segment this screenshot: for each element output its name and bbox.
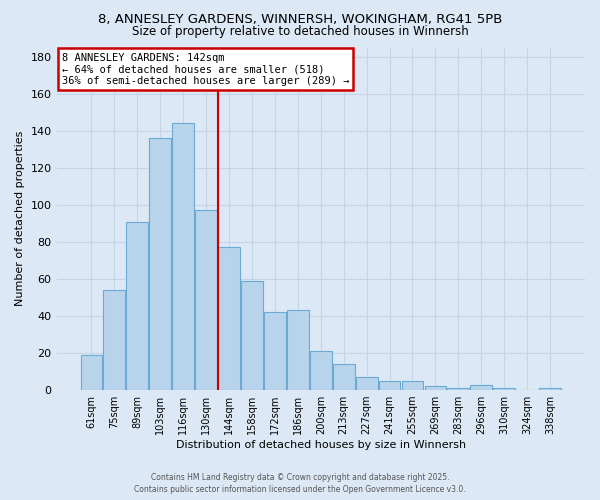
Bar bbox=[127, 222, 148, 390]
Bar bbox=[218, 248, 240, 390]
Text: Contains HM Land Registry data © Crown copyright and database right 2025.
Contai: Contains HM Land Registry data © Crown c… bbox=[134, 472, 466, 494]
Bar bbox=[379, 381, 400, 390]
Bar bbox=[287, 310, 309, 390]
Bar bbox=[401, 381, 424, 390]
Bar bbox=[172, 124, 194, 390]
Text: Size of property relative to detached houses in Winnersh: Size of property relative to detached ho… bbox=[131, 25, 469, 38]
Y-axis label: Number of detached properties: Number of detached properties bbox=[15, 131, 25, 306]
Bar bbox=[80, 355, 103, 390]
Bar bbox=[493, 388, 515, 390]
Text: 8, ANNESLEY GARDENS, WINNERSH, WOKINGHAM, RG41 5PB: 8, ANNESLEY GARDENS, WINNERSH, WOKINGHAM… bbox=[98, 12, 502, 26]
Bar bbox=[264, 312, 286, 390]
Bar bbox=[356, 377, 377, 390]
Bar bbox=[448, 388, 469, 390]
Bar bbox=[470, 384, 492, 390]
Text: 8 ANNESLEY GARDENS: 142sqm
← 64% of detached houses are smaller (518)
36% of sem: 8 ANNESLEY GARDENS: 142sqm ← 64% of deta… bbox=[62, 52, 349, 86]
Bar bbox=[195, 210, 217, 390]
Bar bbox=[149, 138, 171, 390]
Bar bbox=[333, 364, 355, 390]
Bar bbox=[310, 351, 332, 390]
Bar bbox=[539, 388, 561, 390]
Bar bbox=[103, 290, 125, 390]
Bar bbox=[241, 281, 263, 390]
Bar bbox=[425, 386, 446, 390]
X-axis label: Distribution of detached houses by size in Winnersh: Distribution of detached houses by size … bbox=[176, 440, 466, 450]
